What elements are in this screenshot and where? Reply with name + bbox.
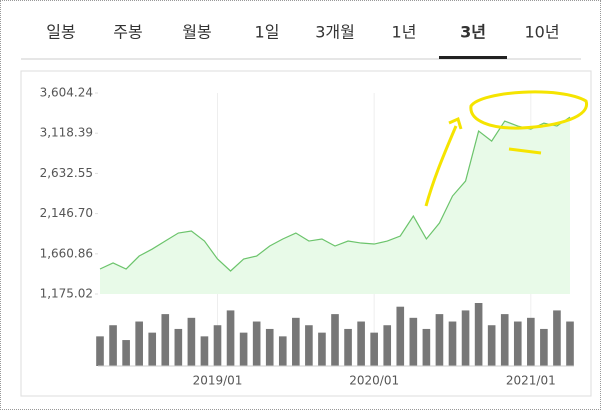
- volume-bar: [383, 325, 392, 366]
- tab[interactable]: 3개월: [315, 23, 355, 42]
- volume-bar: [305, 325, 313, 366]
- tab[interactable]: 10년: [524, 23, 559, 42]
- volume-bar: [292, 317, 300, 366]
- volume-bar: [278, 336, 287, 366]
- volume-bar: [174, 328, 183, 366]
- highlight-stroke: [508, 147, 542, 155]
- tab-bar: 일봉 주봉 월봉 1일 3개월 1년 3년 10년: [46, 23, 560, 59]
- volume-bar: [252, 321, 261, 366]
- volume-bar: [187, 317, 196, 366]
- volume-bar: [109, 325, 117, 366]
- volume-bar: [331, 314, 339, 366]
- y-tick-label: 2,146.70: [40, 206, 93, 220]
- y-tick-label: 1,175.02: [40, 287, 93, 301]
- volume-bar: [122, 340, 130, 366]
- highlight-arrow: [424, 116, 463, 207]
- volume-bar: [474, 303, 483, 366]
- x-tick-label: 2020/01: [349, 374, 399, 388]
- volume-bar: [396, 306, 405, 366]
- volume-bar: [487, 325, 496, 366]
- volume-bar: [409, 317, 418, 366]
- volume-bar: [527, 317, 535, 366]
- volume-bar: [357, 321, 365, 366]
- tab-underline: [439, 56, 507, 59]
- tab[interactable]: 일봉: [46, 23, 75, 42]
- volume-bar: [461, 310, 470, 366]
- y-tick-label: 2,632.55: [40, 166, 93, 180]
- volume-bar: [422, 328, 431, 366]
- volume-bar: [553, 310, 561, 366]
- volume-bar: [148, 332, 157, 366]
- volume-bar: [265, 328, 274, 366]
- area-fill: [100, 117, 570, 294]
- tab[interactable]: 3년: [460, 23, 486, 42]
- highlight-circle: [469, 90, 588, 130]
- tab[interactable]: 월봉: [182, 23, 211, 42]
- volume-bar: [226, 310, 235, 366]
- volume-bar: [540, 328, 548, 366]
- x-tick-label: 2021/01: [506, 374, 556, 388]
- volume-bar: [370, 332, 378, 366]
- volume-bar: [435, 314, 444, 366]
- volume-bar: [344, 328, 352, 366]
- volume-bar: [96, 336, 104, 366]
- volume-bar: [566, 321, 574, 366]
- volume-bar: [513, 321, 522, 366]
- y-tick-label: 3,118.39: [40, 126, 93, 140]
- volume-bar: [318, 332, 326, 366]
- volume-bar: [161, 314, 170, 366]
- volume-bar: [213, 325, 222, 366]
- price-line: [99, 116, 571, 272]
- tab[interactable]: 1년: [392, 23, 417, 42]
- x-tick-label: 2019/01: [193, 374, 243, 388]
- chart-frame: [20, 70, 592, 397]
- volume-bar: [239, 332, 248, 366]
- volume-bar: [135, 321, 143, 366]
- y-tick-label: 3,604.24: [40, 86, 93, 100]
- y-tick-label: 1,660.86: [40, 246, 93, 260]
- volume-bar: [448, 321, 457, 366]
- tab[interactable]: 1일: [255, 23, 280, 42]
- volume-bar: [200, 336, 209, 366]
- tab[interactable]: 주봉: [113, 23, 142, 42]
- plot: 1,175.02 1,660.86 2,146.70 2,632.55 3,118.39…: [40, 86, 574, 388]
- volume-bar: [500, 314, 509, 366]
